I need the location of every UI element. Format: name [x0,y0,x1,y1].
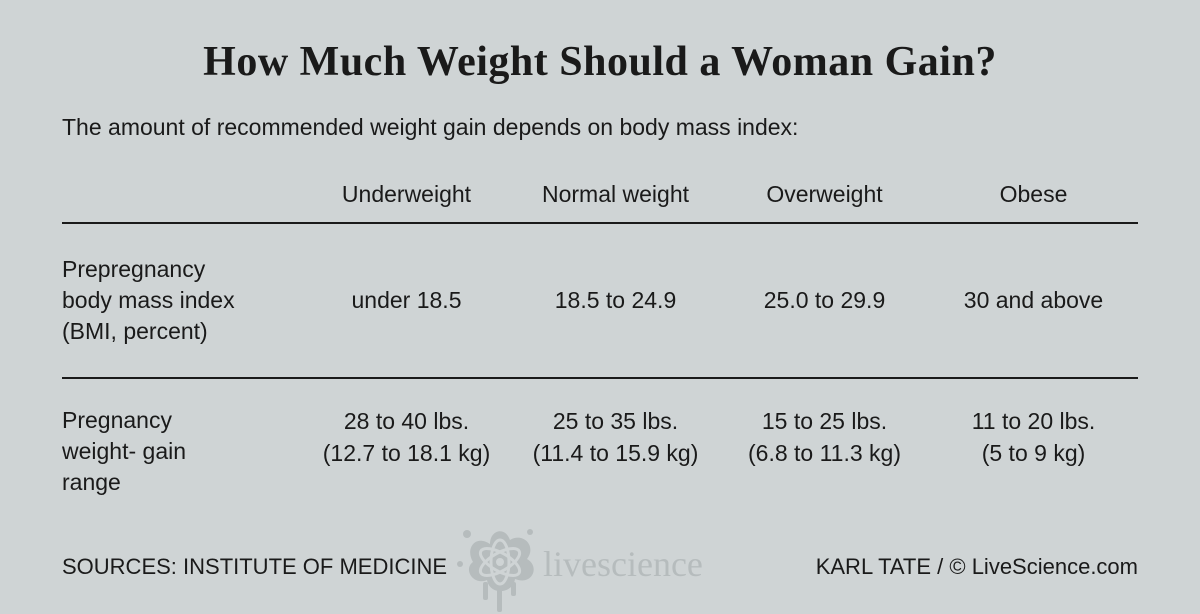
subtitle: The amount of recommended weight gain de… [62,114,1138,141]
cell-lbs: 15 to 25 lbs. [720,405,929,437]
row-label-line: range [62,467,302,498]
cell-gain-overweight: 15 to 25 lbs. (6.8 to 11.3 kg) [720,405,929,469]
col-obese: Obese [929,171,1138,223]
cell-bmi-underweight: under 18.5 [302,223,511,378]
row-label-line: weight- gain [62,436,302,467]
credit-text: KARL TATE / © LiveScience.com [816,554,1138,580]
col-overweight: Overweight [720,171,929,223]
cell-bmi-normal: 18.5 to 24.9 [511,223,720,378]
weight-gain-table: Underweight Normal weight Overweight Obe… [62,171,1138,508]
col-empty [62,171,302,223]
sources-text: SOURCES: INSTITUTE OF MEDICINE [62,554,447,580]
row-label-gain: Pregnancy weight- gain range [62,405,302,498]
row-label-line: body mass index [62,285,302,316]
col-underweight: Underweight [302,171,511,223]
row-label-bmi: Prepregnancy body mass index (BMI, perce… [62,254,302,347]
cell-kg: (6.8 to 11.3 kg) [720,437,929,469]
row-label-line: (BMI, percent) [62,316,302,347]
cell-kg: (12.7 to 18.1 kg) [302,437,511,469]
cell-lbs: 25 to 35 lbs. [511,405,720,437]
cell-lbs: 11 to 20 lbs. [929,405,1138,437]
cell-gain-obese: 11 to 20 lbs. (5 to 9 kg) [929,405,1138,469]
table-header-row: Underweight Normal weight Overweight Obe… [62,171,1138,223]
cell-gain-underweight: 28 to 40 lbs. (12.7 to 18.1 kg) [302,405,511,469]
cell-lbs: 28 to 40 lbs. [302,405,511,437]
cell-bmi-overweight: 25.0 to 29.9 [720,223,929,378]
cell-kg: (5 to 9 kg) [929,437,1138,469]
page-title: How Much Weight Should a Woman Gain? [62,38,1138,86]
col-normal: Normal weight [511,171,720,223]
row-label-line: Pregnancy [62,405,302,436]
cell-kg: (11.4 to 15.9 kg) [511,437,720,469]
cell-bmi-obese: 30 and above [929,223,1138,378]
row-label-line: Prepregnancy [62,254,302,285]
cell-gain-normal: 25 to 35 lbs. (11.4 to 15.9 kg) [511,405,720,469]
table-row-gain: Pregnancy weight- gain range 28 to 40 lb… [62,378,1138,508]
table-row-bmi: Prepregnancy body mass index (BMI, perce… [62,223,1138,378]
